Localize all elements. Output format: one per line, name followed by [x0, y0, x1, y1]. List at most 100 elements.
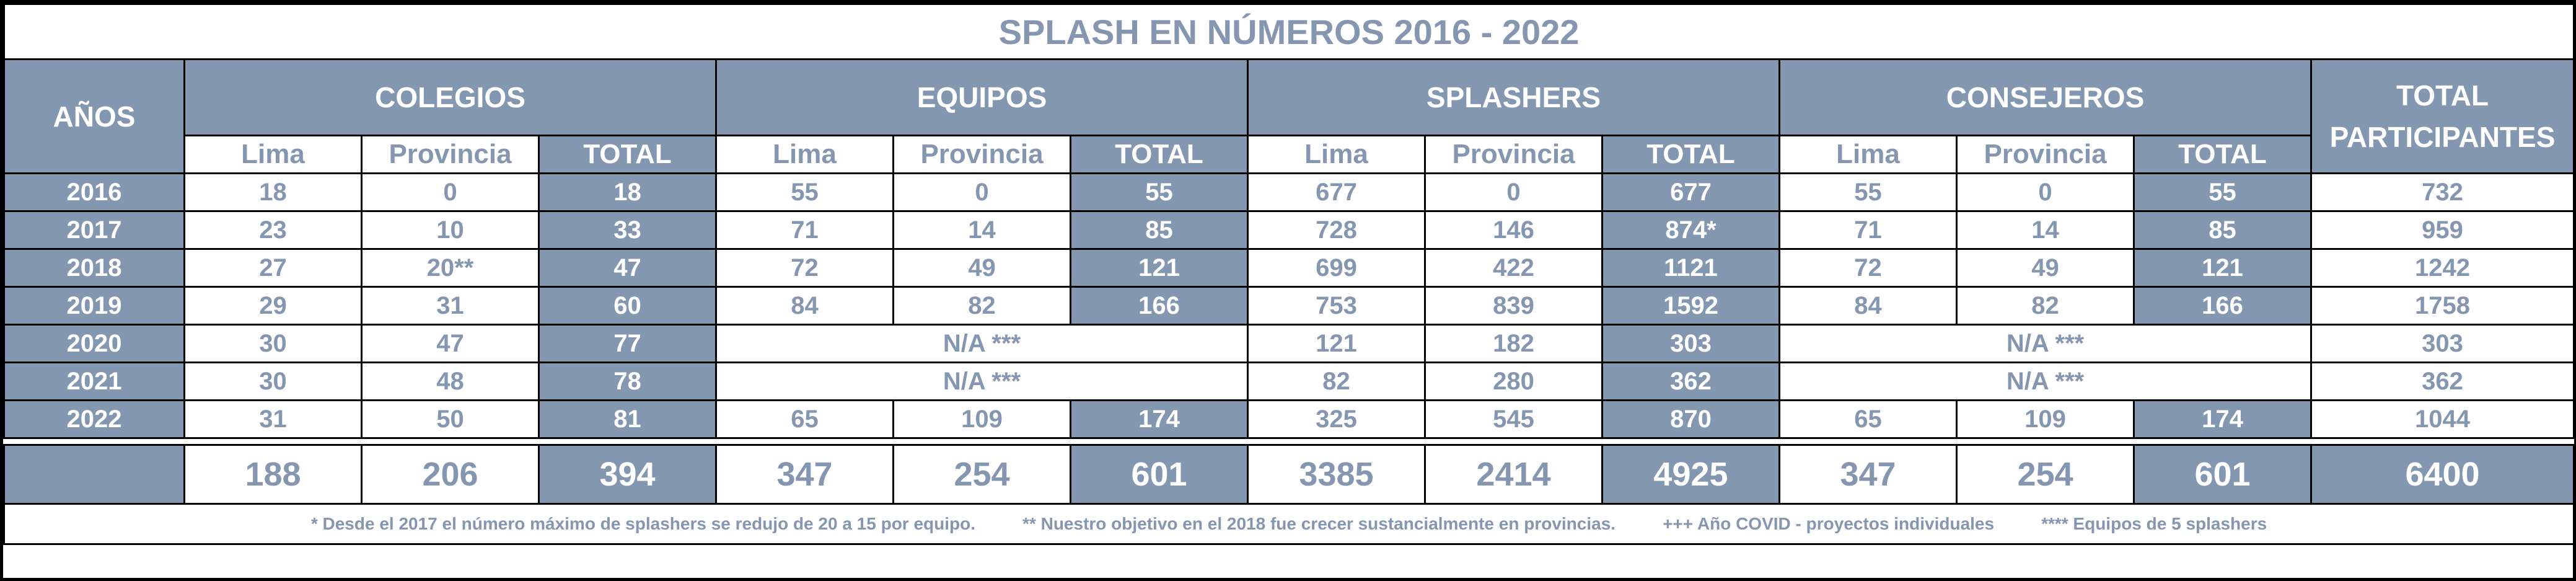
- consejeros-sum-cell: 254: [1956, 444, 2135, 505]
- colegios-total-cell: 60: [538, 286, 717, 326]
- colegios-total-cell: 33: [538, 210, 717, 250]
- splashers-total-cell: 303: [1601, 324, 1780, 363]
- splashers-provincia-cell: 0: [1424, 172, 1603, 212]
- year-cell: 2018: [3, 248, 185, 288]
- separator-row: [4, 437, 2574, 446]
- footnote: +++ Año COVID - proyectos individuales: [1663, 514, 1995, 533]
- equipos-provincia-cell: 82: [892, 286, 1071, 326]
- subheader-consejeros-total: TOTAL: [2133, 135, 2312, 174]
- year-cell: 2016: [3, 172, 185, 212]
- consejeros-sum-cell: 347: [1778, 444, 1958, 505]
- consejeros-lima-cell: 71: [1778, 210, 1958, 250]
- colegios-lima-cell: 23: [183, 210, 363, 250]
- splashers-total-cell: 1592: [1601, 286, 1780, 326]
- splashers-total-cell: 874*: [1601, 210, 1780, 250]
- footnotes: * Desde el 2017 el número máximo de spla…: [2, 503, 2575, 545]
- total-participantes-cell: 1242: [2310, 248, 2575, 288]
- subheader-consejeros-provincia: Provincia: [1956, 135, 2135, 174]
- splashers-lima-cell: 121: [1247, 324, 1426, 363]
- equipos-lima-cell: 55: [715, 172, 894, 212]
- splashers-lima-cell: 677: [1247, 172, 1426, 212]
- equipos-provincia-cell: 0: [892, 172, 1071, 212]
- splashers-provincia-cell: 280: [1424, 361, 1603, 401]
- colegios-lima-cell: 18: [183, 172, 363, 212]
- subheader-colegios-total: TOTAL: [538, 135, 717, 174]
- table-row: 2016 18 0 18 55 0 55 677 0 677 55 0 55 732: [3, 172, 2575, 212]
- equipos-lima-cell: 72: [715, 248, 894, 288]
- consejeros-lima-cell: 72: [1778, 248, 1958, 288]
- total-participantes-cell: 732: [2310, 172, 2575, 212]
- table-row: 2017 23 10 33 71 14 85 728 146 874* 71 14 85 959: [3, 210, 2575, 250]
- consejeros-total-cell: 121: [2133, 248, 2312, 288]
- equipos-provincia-cell: 109: [892, 399, 1071, 439]
- colegios-total-cell: 81: [538, 399, 717, 439]
- footnote: ** Nuestro objetivo en el 2018 fue crece…: [1022, 514, 1616, 533]
- consejeros-provincia-cell: 109: [1956, 399, 2135, 439]
- year-cell: 2020: [3, 324, 185, 363]
- splashers-total-cell: 870: [1601, 399, 1780, 439]
- equipos-total-cell: 174: [1070, 399, 1249, 439]
- year-cell: 2019: [3, 286, 185, 326]
- colegios-total-cell: 77: [538, 324, 717, 363]
- grand-total-cell: 6400: [2310, 444, 2575, 505]
- subheader-consejeros-lima: Lima: [1778, 135, 1958, 174]
- splashers-sum-cell: 2414: [1424, 444, 1603, 505]
- splashers-lima-cell: 699: [1247, 248, 1426, 288]
- subheader-splashers-provincia: Provincia: [1424, 135, 1603, 174]
- consejeros-total-cell: 55: [2133, 172, 2312, 212]
- equipos-total-cell: 85: [1070, 210, 1249, 250]
- splashers-sum-cell: 3385: [1247, 444, 1426, 505]
- notes-row: * Desde el 2017 el número máximo de spla…: [2, 503, 2575, 545]
- consejeros-total-cell: 166: [2133, 286, 2312, 326]
- colegios-provincia-cell: 0: [361, 172, 540, 212]
- total-participantes-header: TOTAL PARTICIPANTES: [2310, 58, 2575, 174]
- year-cell: 2022: [3, 399, 185, 439]
- table-row: 2020 30 47 77 N/A *** 121 182 303 N/A *** 303: [3, 324, 2575, 363]
- group-header-splashers: SPLASHERS: [1247, 58, 1780, 136]
- equipos-total-cell: 55: [1070, 172, 1249, 212]
- subheader-colegios-provincia: Provincia: [361, 135, 540, 174]
- equipos-total-cell: 121: [1070, 248, 1249, 288]
- colegios-provincia-cell: 20**: [361, 248, 540, 288]
- consejeros-provincia-cell: 49: [1956, 248, 2135, 288]
- colegios-sum-cell: 394: [538, 444, 717, 505]
- table-row: 2018 27 20** 47 72 49 121 699 422 1121 72 49 121 1242: [3, 248, 2575, 288]
- subheader-equipos-total: TOTAL: [1070, 135, 1249, 174]
- colegios-total-cell: 78: [538, 361, 717, 401]
- totals-row: 188 206 394 347 254 601 3385 2414 4925 347 254 601 6…: [3, 444, 2575, 505]
- consejeros-na-cell: N/A ***: [1778, 324, 2312, 363]
- colegios-lima-cell: 30: [183, 361, 363, 401]
- colegios-lima-cell: 31: [183, 399, 363, 439]
- year-cell: 2021: [3, 361, 185, 401]
- subheader-splashers-lima: Lima: [1247, 135, 1426, 174]
- colegios-provincia-cell: 47: [361, 324, 540, 363]
- splashers-provincia-cell: 182: [1424, 324, 1603, 363]
- group-header-colegios: COLEGIOS: [183, 58, 717, 136]
- equipos-lima-cell: 84: [715, 286, 894, 326]
- equipos-provincia-cell: 14: [892, 210, 1071, 250]
- years-header: AÑOS: [3, 58, 185, 174]
- splashers-provincia-cell: 422: [1424, 248, 1603, 288]
- colegios-total-cell: 18: [538, 172, 717, 212]
- colegios-provincia-cell: 50: [361, 399, 540, 439]
- equipos-na-cell: N/A ***: [715, 324, 1249, 363]
- totals-label-cell: [3, 444, 185, 505]
- total-participantes-cell: 959: [2310, 210, 2575, 250]
- equipos-provincia-cell: 49: [892, 248, 1071, 288]
- equipos-na-cell: N/A ***: [715, 361, 1249, 401]
- consejeros-na-cell: N/A ***: [1778, 361, 2312, 401]
- splashers-total-cell: 677: [1601, 172, 1780, 212]
- splashers-lima-cell: 82: [1247, 361, 1426, 401]
- total-participantes-cell: 303: [2310, 324, 2575, 363]
- table-title: SPLASH EN NÚMEROS 2016 - 2022: [2, 3, 2575, 60]
- equipos-total-cell: 166: [1070, 286, 1249, 326]
- consejeros-provincia-cell: 0: [1956, 172, 2135, 212]
- splashers-provincia-cell: 839: [1424, 286, 1603, 326]
- splashers-provincia-cell: 545: [1424, 399, 1603, 439]
- colegios-lima-cell: 27: [183, 248, 363, 288]
- stats-table: SPLASH EN NÚMEROS 2016 - 2022 AÑOS COLEG…: [2, 3, 2575, 545]
- colegios-lima-cell: 29: [183, 286, 363, 326]
- splashers-lima-cell: 753: [1247, 286, 1426, 326]
- consejeros-total-cell: 174: [2133, 399, 2312, 439]
